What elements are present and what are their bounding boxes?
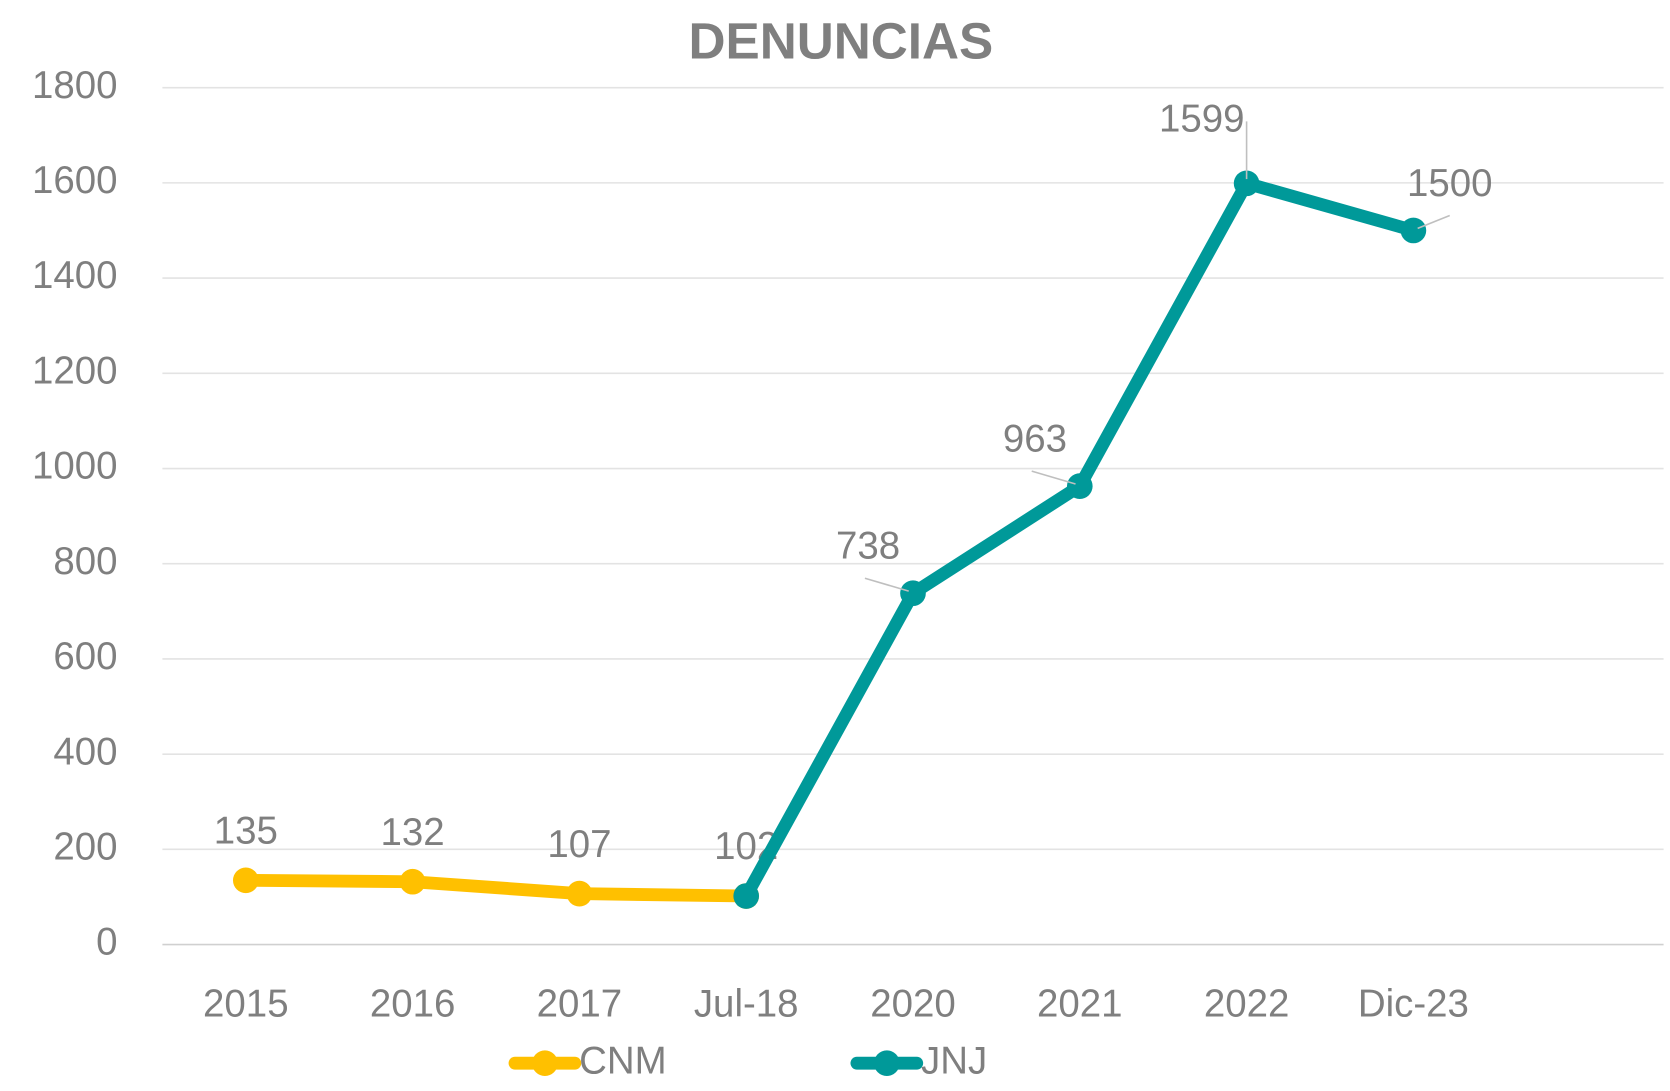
y-tick-label: 400 [53, 730, 117, 773]
x-tick-label: 2022 [1204, 983, 1290, 1026]
data-label: 1500 [1407, 162, 1493, 205]
legend-label: CNM [579, 1039, 667, 1082]
point [232, 867, 259, 894]
y-tick-label: 800 [53, 540, 117, 583]
y-tick-label: 1200 [32, 349, 118, 392]
data-label: 132 [381, 811, 445, 854]
legend-label: JNJ [921, 1039, 987, 1082]
data-label: 1599 [1159, 98, 1245, 141]
data-label: 135 [214, 809, 278, 852]
y-tick-label: 200 [53, 826, 117, 869]
y-tick-label: 1000 [32, 445, 118, 488]
leader-line [1031, 470, 1076, 485]
leader-line [864, 577, 909, 592]
point [1233, 170, 1260, 197]
point [399, 868, 426, 895]
point [733, 883, 760, 909]
point [566, 880, 593, 907]
legend-marker [532, 1050, 558, 1076]
data-label: 738 [836, 525, 900, 568]
y-tick-label: 1800 [32, 64, 118, 107]
x-tick-label: 2020 [870, 983, 956, 1026]
point [1066, 473, 1093, 499]
data-label: 963 [1003, 417, 1067, 460]
leader-line [1417, 214, 1451, 230]
chart-title: DENUNCIAS [688, 12, 993, 69]
point [1400, 217, 1427, 244]
y-tick-label: 0 [96, 921, 117, 964]
y-tick-label: 1600 [32, 159, 118, 202]
y-tick-label: 1400 [32, 254, 118, 297]
x-tick-label: 2021 [1037, 983, 1123, 1026]
x-tick-label: 2016 [370, 983, 456, 1026]
x-tick-label: 2017 [537, 983, 623, 1026]
x-tick-label: Jul-18 [694, 983, 799, 1026]
x-tick-label: Dic-23 [1358, 983, 1469, 1026]
x-tick-label: 2015 [203, 983, 289, 1026]
point [900, 580, 926, 607]
data-label: 107 [547, 823, 611, 866]
series-line [245, 873, 747, 903]
legend-marker [873, 1050, 900, 1076]
y-tick-label: 600 [53, 635, 117, 678]
